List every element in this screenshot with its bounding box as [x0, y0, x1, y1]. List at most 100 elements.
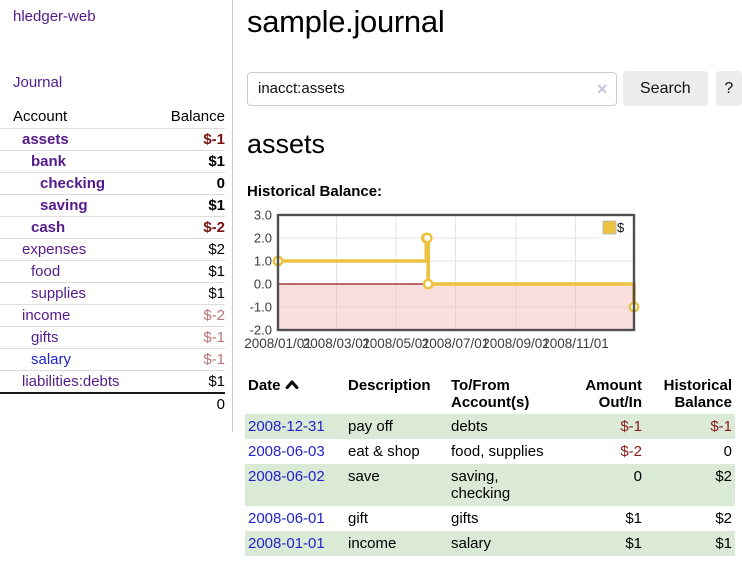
- svg-text:2008/11/01: 2008/11/01: [542, 336, 609, 351]
- transaction-description: eat & shop: [348, 443, 420, 460]
- account-row-expenses: expenses $2: [0, 238, 225, 261]
- transaction-description: save: [345, 464, 448, 506]
- transaction-accounts: saving, checking: [448, 464, 556, 506]
- account-row-salary: salary $-1: [0, 348, 225, 371]
- search-input-wrap: ✕: [247, 71, 617, 106]
- column-header-amount[interactable]: Amount Out/In: [585, 377, 642, 411]
- account-balance: $1: [144, 194, 225, 217]
- svg-text:2.0: 2.0: [254, 231, 272, 246]
- transaction-description: pay off: [345, 414, 448, 439]
- transaction-amount: 0: [556, 464, 645, 506]
- svg-text:$: $: [617, 220, 625, 235]
- transaction-accounts: food, supplies: [451, 443, 544, 460]
- sort-asc-icon: [285, 380, 298, 390]
- account-link-saving[interactable]: saving: [40, 197, 88, 214]
- account-link-cash[interactable]: cash: [31, 219, 66, 236]
- account-balance: $-1: [144, 348, 225, 371]
- account-row-liabilities-debts: liabilities:debts $1: [0, 370, 225, 393]
- transaction-amount: $-1: [556, 414, 645, 439]
- account-balance: $1: [144, 150, 225, 173]
- account-balance: $-2: [144, 216, 225, 239]
- account-row-supplies: supplies $1: [0, 282, 225, 305]
- transactions-header-row: Date Description To/From Account(s) Amou…: [245, 374, 735, 414]
- transaction-date-link[interactable]: 2008-06-03: [248, 443, 325, 460]
- accounts-header-account: Account: [13, 108, 68, 125]
- account-link-expenses[interactable]: expenses: [22, 241, 87, 258]
- transaction-row: 2008-12-31 pay off debts $-1 $-1: [245, 414, 735, 439]
- column-header-balance[interactable]: Historical Balance: [663, 377, 732, 411]
- account-balance: $2: [144, 238, 225, 261]
- account-balance: $-1: [144, 326, 225, 349]
- transaction-balance: $1: [645, 531, 735, 556]
- transaction-date-link[interactable]: 2008-12-31: [248, 418, 325, 435]
- transaction-date-link[interactable]: 2008-06-01: [248, 510, 325, 527]
- svg-text:2008/03/01: 2008/03/01: [303, 336, 371, 351]
- column-header-date[interactable]: Date: [245, 374, 345, 414]
- transaction-date-link[interactable]: 2008-06-02: [248, 468, 325, 485]
- search-button[interactable]: Search: [623, 71, 708, 106]
- search-form: ✕ Search ?: [247, 71, 742, 106]
- accounts-header-balance: Balance: [170, 108, 225, 125]
- account-link-salary[interactable]: salary: [31, 351, 72, 368]
- sidebar-item-journal[interactable]: Journal: [13, 74, 63, 91]
- page-title: sample.journal: [247, 4, 445, 39]
- transaction-amount: $1: [625, 510, 642, 527]
- transaction-date-link[interactable]: 2008-01-01: [248, 535, 325, 552]
- account-balance: $-1: [144, 128, 225, 151]
- column-header-accounts[interactable]: To/From Account(s): [451, 377, 530, 411]
- search-input[interactable]: [247, 71, 617, 106]
- account-link-food[interactable]: food: [31, 263, 61, 280]
- account-row-assets: assets $-1: [0, 128, 225, 151]
- account-balance: 0: [144, 172, 225, 195]
- account-row-checking: checking 0: [0, 172, 225, 195]
- account-link-income[interactable]: income: [22, 307, 71, 324]
- account-row-cash: cash $-2: [0, 216, 225, 239]
- main-content: sample.journal ✕ Search ? assets Histori…: [244, 0, 742, 556]
- accounts-total-row: 0: [0, 392, 225, 415]
- svg-text:-2.0: -2.0: [250, 323, 272, 338]
- transaction-accounts: debts: [448, 414, 556, 439]
- clear-search-icon[interactable]: ✕: [596, 80, 608, 97]
- account-link-assets[interactable]: assets: [22, 131, 69, 148]
- account-balance: $1: [144, 260, 225, 283]
- svg-text:2008/01/01: 2008/01/01: [244, 336, 312, 351]
- accounts-header-row: Account Balance: [0, 105, 225, 129]
- svg-text:2008/07/01: 2008/07/01: [422, 336, 490, 351]
- transaction-row: 2008-06-02 save saving, checking 0 $2: [245, 464, 735, 506]
- transaction-description: income: [345, 531, 448, 556]
- account-link-supplies[interactable]: supplies: [31, 285, 87, 302]
- transaction-balance: 0: [723, 443, 732, 460]
- transaction-row: 2008-01-01 income salary $1 $1: [245, 531, 735, 556]
- transactions-table: Date Description To/From Account(s) Amou…: [245, 374, 735, 556]
- account-link-liabilities-debts[interactable]: liabilities:debts: [22, 373, 120, 390]
- account-link-gifts[interactable]: gifts: [31, 329, 59, 346]
- help-button[interactable]: ?: [715, 71, 742, 106]
- svg-text:2008/09/01: 2008/09/01: [482, 336, 550, 351]
- transaction-amount: $1: [556, 531, 645, 556]
- account-row-bank: bank $1: [0, 150, 225, 173]
- transaction-row: 2008-06-03 eat & shop food, supplies $-2…: [245, 439, 735, 464]
- account-balance: $1: [144, 282, 225, 305]
- account-link-checking[interactable]: checking: [40, 175, 106, 192]
- historical-balance-chart: $3.0 2.0 1.0 0.0 -1.0 -2.0 2008/01/01 2008/03/0…: [241, 208, 645, 353]
- accounts-total-value: 0: [144, 392, 225, 415]
- sidebar: hledger-web Journal Account Balance asse…: [0, 0, 233, 432]
- accounts-table: Account Balance assets $-1 bank $1 check…: [0, 105, 225, 415]
- transaction-amount: $-2: [620, 443, 642, 460]
- account-heading: assets: [247, 129, 326, 159]
- transaction-accounts: salary: [448, 531, 556, 556]
- account-row-saving: saving $1: [0, 194, 225, 217]
- account-link-bank[interactable]: bank: [31, 153, 67, 170]
- column-header-description[interactable]: Description: [348, 377, 431, 394]
- svg-text:2008/05/01: 2008/05/01: [362, 336, 430, 351]
- svg-text:-1.0: -1.0: [250, 300, 272, 315]
- account-balance: $1: [144, 370, 225, 393]
- account-row-income: income $-2: [0, 304, 225, 327]
- chart-title: Historical Balance:: [247, 183, 383, 200]
- transaction-description: gift: [348, 510, 369, 527]
- account-row-gifts: gifts $-1: [0, 326, 225, 349]
- svg-text:0.0: 0.0: [254, 277, 272, 292]
- brand-link[interactable]: hledger-web: [13, 8, 96, 25]
- transaction-row: 2008-06-01 gift gifts $1 $2: [245, 506, 735, 531]
- account-balance: $-2: [144, 304, 225, 327]
